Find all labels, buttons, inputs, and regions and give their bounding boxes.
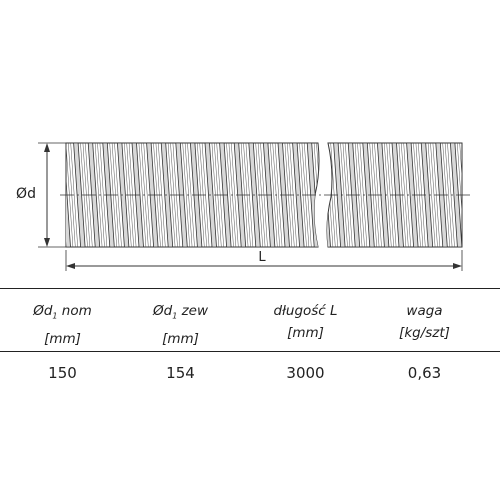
duct-rib-hatch xyxy=(70,143,78,247)
duct-rib-hatch xyxy=(182,143,190,247)
col-header-outer-diameter: Ød1 zew [mm] xyxy=(118,300,243,350)
duct-rib-hatch xyxy=(94,143,103,247)
duct-rib xyxy=(376,143,390,247)
length-label: L xyxy=(258,250,266,265)
duct-rib-hatch xyxy=(474,143,481,247)
duct-rib-hatch xyxy=(472,143,479,247)
col-unit: [mm] xyxy=(162,330,199,347)
duct-rib-hatch xyxy=(187,143,195,247)
duct-rib-hatch xyxy=(459,143,462,247)
duct-rib-hatch xyxy=(357,143,365,247)
col-header-nominal-diameter: Ød1 nom [mm] xyxy=(0,300,125,350)
duct-rib-hatch xyxy=(143,143,151,247)
col-header-length: długość L [mm] xyxy=(243,300,368,344)
diameter-dimension: Ød xyxy=(10,142,66,248)
duct-rib xyxy=(73,143,86,247)
col-unit: [mm] xyxy=(44,330,81,347)
duct-rib xyxy=(420,143,434,247)
duct-rib-hatch xyxy=(444,143,453,247)
duct-rib-hatch xyxy=(384,143,392,247)
duct-rib-hatch xyxy=(274,143,283,247)
duct-rib xyxy=(327,143,331,247)
duct-rib xyxy=(333,143,346,247)
duct-rib-hatch xyxy=(477,143,484,247)
duct-rib-hatch xyxy=(401,143,409,247)
col-header-weight: waga [kg/szt] xyxy=(362,300,487,344)
duct-rib-hatch xyxy=(316,143,319,247)
duct-rib-hatch xyxy=(226,143,234,247)
length-dimension: L xyxy=(65,250,463,271)
duct-rib-hatch xyxy=(138,143,147,247)
duct-rib xyxy=(66,143,71,247)
value-length: 3000 xyxy=(286,364,325,382)
duct-rib-hatch xyxy=(270,143,278,247)
col-unit: [mm] xyxy=(287,325,324,341)
value-nominal-diameter: 150 xyxy=(48,364,77,382)
flexible-duct-drawing: Ød L xyxy=(10,142,484,271)
duct-rib-hatch xyxy=(99,143,108,247)
col-unit: [kg/szt] xyxy=(399,325,450,341)
header-divider xyxy=(0,351,500,352)
diameter-label: Ød xyxy=(16,186,36,202)
value-weight: 0,63 xyxy=(407,364,442,382)
table-top-rule xyxy=(0,288,500,289)
duct-rib xyxy=(116,143,130,247)
duct-rib-hatch xyxy=(231,143,239,247)
duct-rib-hatch xyxy=(427,143,436,247)
value-outer-diameter: 154 xyxy=(166,364,195,382)
duct-rib-hatch xyxy=(340,143,348,247)
